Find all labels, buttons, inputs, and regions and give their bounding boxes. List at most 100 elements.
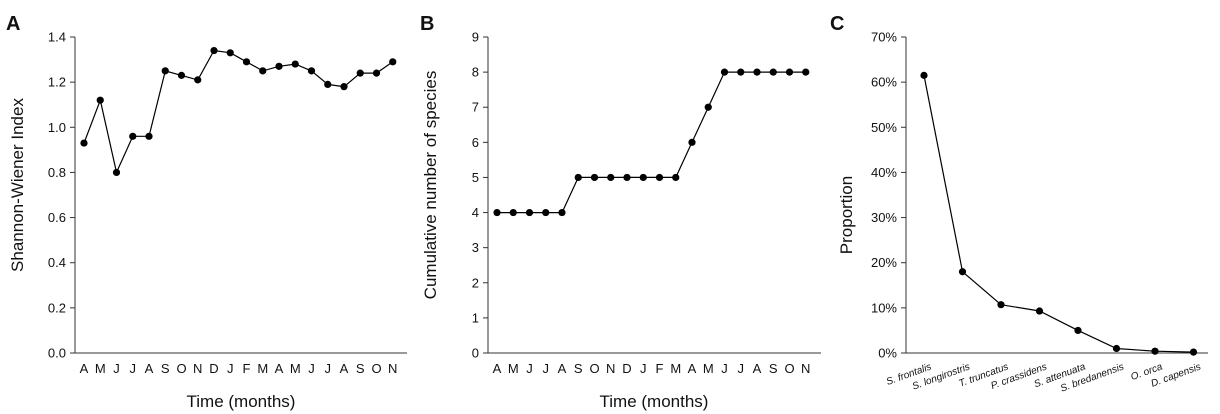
panel-b-x-tick-label: J: [738, 361, 745, 376]
panel-b-data-point: [672, 173, 680, 182]
panel-b-data-point: [802, 68, 810, 76]
panel-a-x-tick-label: J: [308, 361, 315, 376]
panel-a-data-point: [259, 67, 267, 75]
panel-a-x-tick-label: J: [325, 361, 332, 376]
panel-a-y-tick-label: 1.4: [48, 30, 66, 45]
panel-b-x-axis-title: Time (months): [600, 392, 709, 411]
panel-a-data-point: [324, 80, 332, 88]
panel-a-data-point: [161, 67, 169, 75]
panel-a-data-point: [177, 71, 186, 79]
panel-a-data-point: [226, 49, 234, 57]
panel-a-series-line: [83, 49, 394, 175]
panel-b-data-point: [542, 208, 550, 217]
panel-b-data-point: [655, 173, 664, 182]
panel-a-data-point: [112, 168, 121, 177]
panel-a-data-point: [145, 132, 153, 140]
panel-c-data-point: [1189, 348, 1198, 356]
panel-b-x-tick-label: S: [574, 361, 583, 376]
panel-c-data-point: [1074, 326, 1082, 335]
panel-a-y-tick-label: 0.8: [48, 165, 66, 180]
panel-a-y-tick-label: 1.2: [48, 75, 66, 90]
panel-b-data-point: [558, 208, 566, 217]
panel-c-y-tick-label: 20%: [871, 255, 897, 270]
panel-b-x-tick-label: N: [801, 361, 810, 376]
panel-b-y-tick-label: 7: [472, 100, 479, 115]
panel-c-data-point: [1112, 344, 1121, 353]
panel-c-data-point: [997, 301, 1005, 309]
panel-c-y-tick-label: 60%: [871, 75, 897, 90]
panel-c-letter: C: [830, 13, 844, 35]
panel-a-data-point: [96, 96, 104, 104]
panel-a-x-tick-label: M: [95, 361, 106, 376]
panel-c-data-point: [1151, 347, 1159, 355]
panel-b-x-tick-label: D: [622, 361, 631, 376]
panel-a-y-tick-label: 1.0: [48, 120, 66, 135]
panel-b-y-tick-label: 0: [472, 346, 479, 361]
panel-b-data-point: [607, 173, 615, 182]
panel-b-series-line: [497, 71, 806, 214]
panel-a-x-tick-label: J: [113, 361, 120, 376]
panel-b-x-tick-label: M: [670, 361, 681, 376]
panel-a-x-tick-label: M: [290, 361, 301, 376]
panel-b-x-tick-label: A: [688, 361, 697, 376]
panel-b-x-tick-label: N: [606, 361, 615, 376]
panel-a-x-tick-label: J: [130, 361, 137, 376]
panel-b-data-point: [574, 173, 582, 182]
panel-a-x-tick-label: A: [80, 361, 89, 376]
panel-b-y-tick-label: 8: [472, 65, 479, 80]
panel-b-y-tick-label: 1: [472, 310, 479, 325]
panel-a-x-tick-label: O: [371, 361, 381, 376]
panel-a-data-point: [275, 62, 283, 70]
panel-a-x-tick-label: S: [356, 361, 365, 376]
panel-a-y-axis-title: Shannon-Wiener Index: [8, 98, 27, 272]
panel-c-y-axis-title: Proportion: [837, 176, 856, 254]
panel-b-data-point: [493, 208, 501, 217]
panel-a-x-tick-label: O: [176, 361, 186, 376]
panel-a-data-point: [129, 132, 137, 140]
panel-b-x-tick-label: A: [753, 361, 762, 376]
panel-a-y-tick-label: 0.2: [48, 300, 66, 315]
panel-c-y-tick-label: 70%: [871, 30, 897, 45]
panel-c: C Proportion 0%10%20%30%40%50%60%70%S. f…: [830, 13, 1208, 395]
panel-b-x-tick-label: M: [703, 361, 714, 376]
panel-c-series-line: [923, 75, 1194, 353]
panel-a-x-tick-label: D: [209, 361, 218, 376]
panel-c-data-point: [920, 71, 928, 79]
panel-b-x-tick-label: J: [721, 361, 728, 376]
panel-a-data-point: [389, 58, 397, 66]
panel-b-letter: B: [420, 13, 434, 35]
panel-b-data-point: [785, 68, 794, 76]
panel-a-x-tick-label: N: [388, 361, 397, 376]
panel-b-data-point: [623, 173, 631, 182]
panel-a-plot: 0.00.20.40.60.81.01.21.4A M J J A S O N D J F M A M J J…: [48, 30, 407, 376]
panel-c-y-tick-label: 30%: [871, 210, 897, 225]
panel-a-data-point: [242, 58, 251, 66]
panel-a-data-point: [291, 60, 299, 68]
panel-b-data-point: [509, 208, 517, 217]
panel-a-y-tick-label: 0.4: [48, 255, 66, 270]
panel-a: A Shannon-Wiener Index Time (months) 0.0…: [6, 13, 407, 411]
panel-a-x-tick-label: S: [161, 361, 170, 376]
panel-b-y-tick-label: 4: [472, 205, 479, 220]
panel-a-x-tick-label: A: [145, 361, 154, 376]
panel-b-x-tick-label: O: [784, 361, 794, 376]
panel-b-data-point: [688, 138, 696, 146]
panel-b-x-tick-label: M: [508, 361, 519, 376]
panel-a-data-point: [340, 83, 348, 91]
panel-a-data-point: [356, 69, 364, 77]
panel-b-y-tick-label: 2: [472, 275, 479, 290]
panel-c-data-point: [958, 268, 967, 276]
panel-b-y-tick-label: 5: [472, 170, 479, 185]
panel-b-data-point: [737, 68, 745, 76]
panel-b-y-axis-title: Cumulative number of species: [421, 71, 440, 300]
panel-b-x-tick-label: J: [526, 361, 533, 376]
panel-b-y-tick-label: 9: [472, 30, 479, 45]
panel-b-x-tick-label: J: [543, 361, 550, 376]
panel-c-y-tick-label: 10%: [871, 300, 897, 315]
panel-b-x-tick-label: S: [769, 361, 778, 376]
panel-b: B Cumulative number of species Time (mon…: [420, 13, 821, 411]
panel-b-data-point: [769, 68, 777, 76]
panel-a-y-tick-label: 0.0: [48, 346, 66, 361]
